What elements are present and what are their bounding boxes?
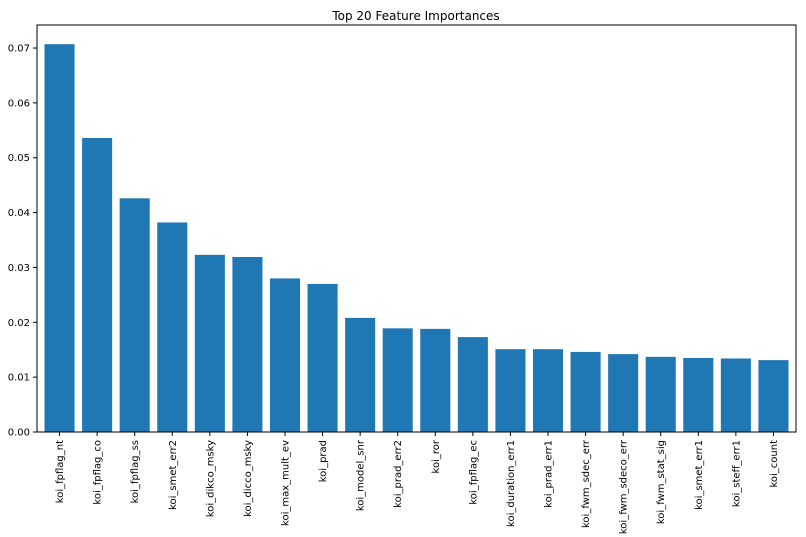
x-tick-label: koi_max_mult_ev: [280, 440, 291, 526]
x-tick-label: koi_dicco_msky: [243, 440, 254, 517]
bar-koi_model_snr: [345, 317, 376, 432]
x-tick-label: koi_smet_err2: [168, 440, 179, 510]
x-tick-label: koi_fpflag_nt: [55, 440, 66, 503]
bars-group: [44, 44, 789, 433]
y-tick-label: 0.00: [8, 428, 30, 439]
x-axis: koi_fpflag_nt koi_fpflag_co koi_fpflag_ss k…: [55, 432, 780, 534]
bar-koi_dikco_msky: [194, 254, 225, 432]
y-tick-label: 0.06: [8, 98, 30, 109]
x-tick-label: koi_duration_err1: [506, 440, 517, 527]
bar-koi_fwm_sdeco_err: [608, 354, 639, 432]
bar-koi_fwm_stat_sig: [645, 356, 676, 432]
bar-koi_fwm_sdec_err: [570, 351, 601, 432]
y-tick-label: 0.01: [8, 373, 30, 384]
x-tick-label: koi_fpflag_ec: [468, 440, 479, 505]
bar-koi_prad_err1: [532, 349, 564, 432]
bar-koi_ror: [420, 328, 451, 432]
bar-koi_dicco_msky: [232, 257, 263, 432]
bar-koi_max_mult_ev: [269, 278, 301, 432]
x-tick-label: koi_prad: [318, 440, 329, 482]
y-tick-label: 0.02: [8, 318, 30, 329]
x-tick-label: koi_prad_err1: [544, 440, 555, 508]
x-tick-label: koi_dikco_msky: [205, 440, 216, 517]
bar-koi_count: [758, 360, 789, 432]
bar-koi_smet_err2: [157, 222, 188, 432]
bar-koi_prad: [307, 283, 338, 432]
x-tick-label: koi_prad_err2: [393, 440, 404, 508]
bar-koi_fpflag_nt: [44, 44, 75, 432]
bar-koi_fpflag_co: [82, 137, 113, 433]
x-tick-label: koi_fwm_sdec_err: [581, 439, 592, 528]
bar-koi_smet_err1: [683, 357, 714, 432]
x-tick-label: koi_smet_err1: [694, 440, 705, 510]
y-tick-label: 0.04: [8, 208, 30, 219]
bar-koi_prad_err2: [382, 328, 413, 432]
y-tick-label: 0.03: [8, 263, 30, 274]
bar-koi_duration_err1: [495, 349, 526, 432]
y-axis: 0.00 0.01 0.02 0.03 0.04 0.05 0.06 0.07: [8, 44, 37, 439]
y-tick-label: 0.05: [8, 153, 30, 164]
x-tick-label: koi_ror: [431, 439, 442, 473]
x-tick-label: koi_model_snr: [356, 439, 367, 511]
x-tick-label: koi_fwm_stat_sig: [656, 440, 667, 524]
y-tick-label: 0.07: [8, 44, 30, 55]
chart-title: Top 20 Feature Importances: [331, 9, 499, 23]
bar-koi_fpflag_ec: [457, 337, 488, 432]
x-tick-label: koi_steff_err1: [731, 440, 742, 507]
x-tick-label: koi_fpflag_co: [93, 440, 104, 505]
x-tick-label: koi_count: [769, 440, 780, 488]
plot-frame: [36, 24, 797, 433]
bar-koi_fpflag_ss: [119, 198, 150, 432]
x-tick-label: koi_fwm_sdeco_err: [619, 439, 630, 534]
bar-koi_steff_err1: [720, 358, 751, 432]
x-tick-label: koi_fpflag_ss: [130, 440, 141, 503]
